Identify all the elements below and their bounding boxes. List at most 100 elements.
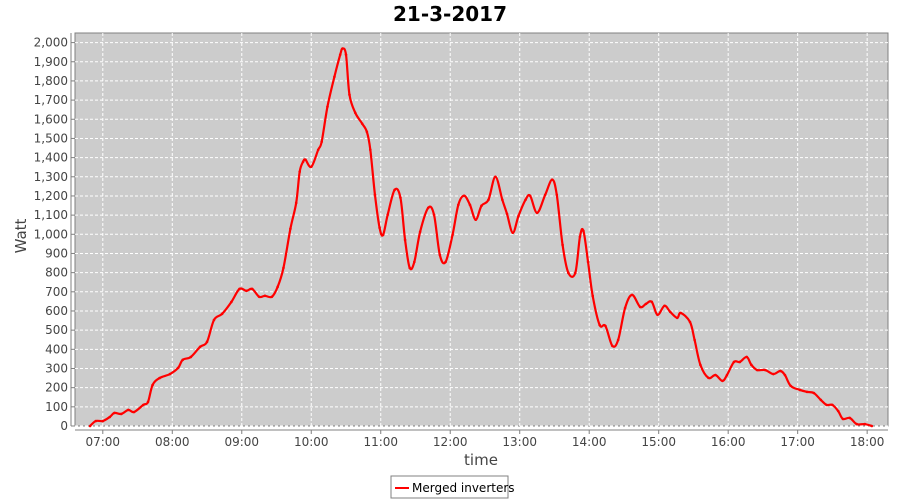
data-point — [474, 218, 478, 222]
data-point — [693, 338, 696, 342]
data-point — [108, 415, 112, 419]
data-point — [598, 323, 601, 327]
data-point — [505, 212, 509, 216]
data-point — [675, 316, 679, 320]
y-tick-label: 800 — [45, 266, 68, 280]
data-point — [94, 419, 98, 423]
data-point — [487, 198, 490, 202]
data-point — [151, 383, 154, 387]
data-point — [732, 360, 736, 364]
data-point — [101, 419, 105, 423]
data-point — [725, 373, 729, 377]
data-point — [338, 53, 342, 56]
data-point — [462, 194, 466, 198]
data-point — [158, 376, 161, 380]
data-point — [805, 390, 809, 394]
legend-box — [390, 475, 509, 499]
data-point — [638, 305, 642, 309]
data-point — [738, 360, 742, 364]
data-point — [679, 311, 682, 315]
data-point — [855, 422, 859, 426]
y-tick-label: 1,000 — [34, 227, 68, 241]
x-tick-label: 11:00 — [363, 435, 398, 449]
data-point — [543, 193, 547, 197]
data-point — [353, 111, 357, 115]
data-point — [373, 193, 377, 197]
x-tick-label: 09:00 — [224, 435, 259, 449]
data-point — [561, 243, 564, 247]
x-tick-label: 16:00 — [711, 435, 746, 449]
y-tick-label: 1,400 — [34, 151, 68, 165]
data-point — [763, 368, 767, 372]
data-point — [369, 148, 372, 152]
x-tick-label: 10:00 — [294, 435, 329, 449]
data-point — [825, 403, 828, 407]
data-point — [360, 122, 364, 125]
data-point — [198, 345, 202, 349]
data-point — [831, 403, 834, 407]
data-point — [668, 310, 672, 314]
data-point — [168, 372, 172, 376]
y-tick-label: 700 — [45, 285, 68, 299]
x-tick-label: 08:00 — [155, 435, 190, 449]
data-point — [381, 233, 385, 237]
x-axis: 07:00 08:00 09:00 10:00 11:00 12:00 13:00 14:00… — [75, 429, 888, 449]
data-point — [212, 318, 216, 322]
y-tick-label: 1,800 — [34, 74, 68, 88]
y-tick-label: 1,600 — [34, 112, 68, 126]
data-point — [426, 206, 430, 210]
data-point — [745, 355, 749, 359]
data-point — [399, 196, 402, 199]
data-point — [276, 285, 279, 289]
data-point — [783, 373, 787, 377]
y-tick-label: 300 — [45, 361, 68, 375]
data-point — [714, 373, 717, 377]
y-tick-label: 1,700 — [34, 93, 68, 107]
data-point — [142, 403, 145, 407]
x-tick-label: 17:00 — [780, 435, 815, 449]
data-point — [798, 388, 802, 392]
y-tick-label: 1,500 — [34, 131, 68, 145]
data-point — [535, 211, 539, 215]
data-point — [386, 213, 389, 217]
data-point — [263, 294, 267, 298]
data-point — [316, 148, 320, 152]
data-point — [524, 198, 527, 202]
data-point — [126, 408, 130, 412]
data-point — [146, 400, 150, 404]
data-point — [604, 324, 607, 328]
y-tick-label: 600 — [45, 304, 68, 318]
data-point — [341, 47, 344, 50]
x-axis-label: time — [464, 451, 498, 469]
data-point — [480, 204, 483, 208]
data-point — [304, 158, 307, 162]
data-point — [113, 411, 116, 415]
data-point — [418, 230, 422, 234]
data-point — [189, 355, 193, 359]
data-point — [220, 312, 224, 316]
data-point — [181, 358, 185, 362]
data-point — [567, 271, 570, 275]
data-point — [132, 410, 136, 414]
data-point — [301, 160, 305, 163]
data-point — [750, 363, 753, 367]
data-point — [778, 369, 782, 373]
y-tick-label: 200 — [45, 381, 68, 395]
data-point — [468, 203, 472, 207]
legend-label: Merged inverters — [412, 481, 515, 495]
data-point — [88, 424, 92, 428]
data-point — [438, 253, 442, 257]
legend: Merged inverters — [390, 475, 515, 499]
data-point — [494, 175, 497, 179]
data-point — [848, 416, 852, 420]
y-axis-label: Watt — [12, 218, 30, 253]
data-point — [294, 201, 298, 205]
data-point — [348, 93, 351, 97]
y-tick-label: 1,200 — [34, 189, 68, 203]
x-tick-label: 13:00 — [502, 435, 537, 449]
series-layer — [88, 47, 874, 428]
data-point — [755, 368, 759, 372]
data-point — [511, 231, 515, 235]
data-point — [205, 340, 209, 344]
data-point — [836, 409, 840, 413]
